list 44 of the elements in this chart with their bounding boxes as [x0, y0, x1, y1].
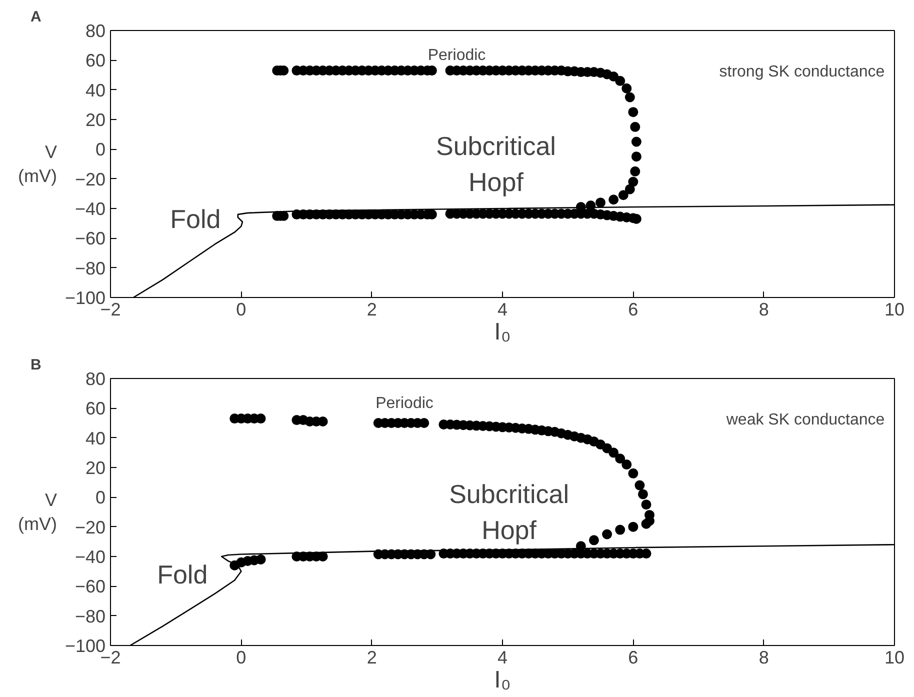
x-tick-label: 8 [758, 300, 769, 320]
x-tick-label: 6 [628, 648, 638, 668]
x-tick-label: 4 [497, 648, 508, 668]
y-tick-label: −80 [74, 606, 106, 626]
annotation: Fold [170, 204, 221, 234]
annotation: strong SK conductance [719, 64, 885, 81]
annotation: Fold [157, 559, 208, 590]
x-axis-title: I₀ [494, 666, 511, 694]
y-tick-label: 40 [85, 80, 106, 100]
y-tick-label: −20 [74, 169, 106, 190]
y-tick-label: 20 [85, 110, 106, 130]
y-axis-title: V (mV) [18, 142, 57, 186]
y-tick-label: −60 [74, 228, 106, 249]
y-tick-label: −60 [74, 576, 106, 597]
x-tick-label: 4 [497, 300, 508, 320]
y-tick-label: 60 [85, 398, 106, 419]
y-tick-label: 80 [85, 369, 106, 389]
y-tick-label: −40 [74, 199, 106, 219]
y-tick-label: 0 [95, 140, 106, 160]
x-tick-label: 0 [236, 300, 246, 320]
y-axis-title: V (mV) [18, 490, 57, 534]
annotation: Periodic [376, 395, 434, 412]
y-tick-label: −80 [74, 258, 106, 278]
chart-title: B [30, 356, 42, 374]
annotation: Subcritical Hopf [449, 479, 570, 545]
y-tick-label: 80 [85, 21, 106, 41]
x-axis-title: I₀ [494, 318, 511, 346]
y-tick-label: −20 [74, 517, 106, 538]
x-tick-label: 2 [366, 648, 377, 668]
x-tick-label: 6 [628, 300, 638, 320]
y-tick-label: 60 [85, 50, 106, 71]
y-tick-label: 40 [85, 428, 106, 448]
y-tick-label: −40 [74, 547, 106, 567]
x-tick-label: 8 [758, 648, 769, 668]
annotation: Subcritical Hopf [436, 131, 556, 197]
y-tick-label: 20 [85, 458, 106, 478]
x-tick-label: 10 [884, 648, 905, 668]
x-tick-label: 2 [366, 300, 377, 320]
y-tick-label: 0 [95, 488, 106, 508]
chart-title: A [30, 8, 42, 26]
annotation: Periodic [428, 47, 486, 64]
x-tick-label: 0 [236, 648, 246, 668]
x-tick-label: 10 [884, 300, 905, 320]
annotation: weak SK conductance [725, 412, 885, 429]
